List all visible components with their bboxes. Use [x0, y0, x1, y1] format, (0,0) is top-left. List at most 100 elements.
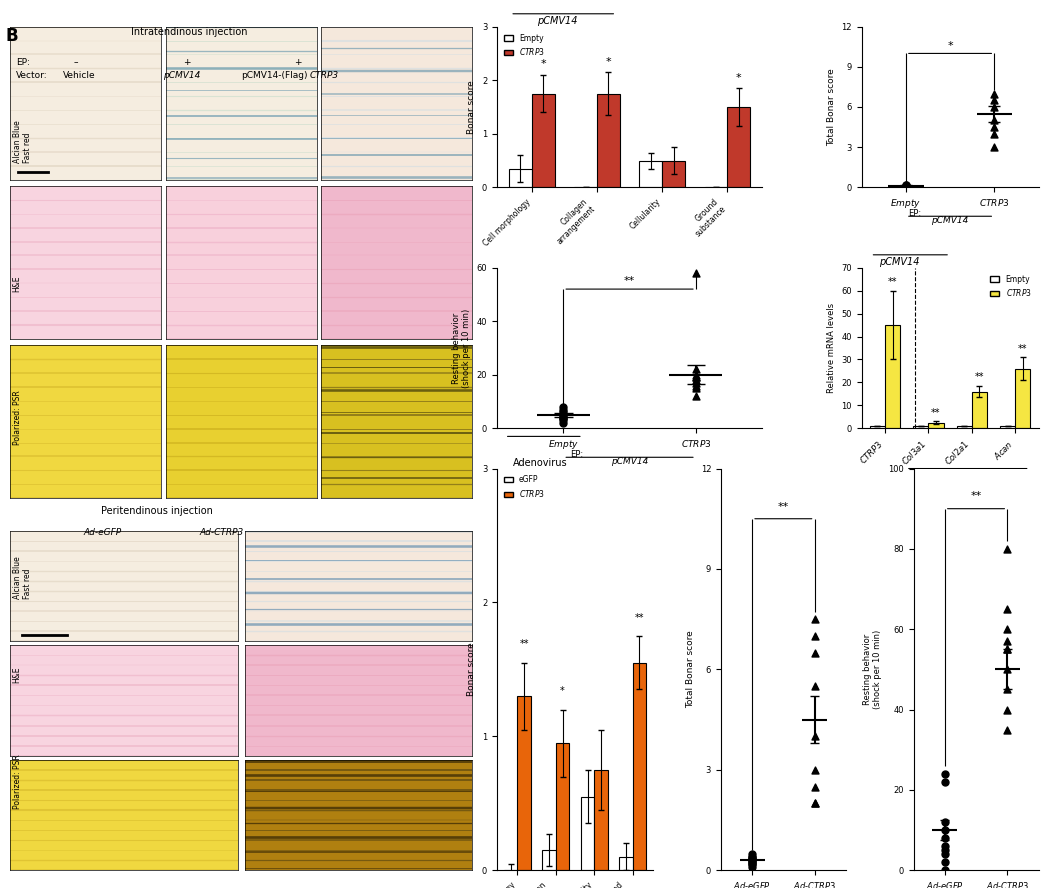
- Point: [999, 702, 1015, 717]
- Point: [807, 763, 823, 777]
- Point: [807, 646, 823, 660]
- Point: [999, 662, 1015, 677]
- Point: [999, 642, 1015, 656]
- Point: [687, 378, 704, 392]
- Text: +: +: [184, 58, 191, 67]
- Point: [744, 855, 761, 869]
- Text: *: *: [605, 57, 612, 67]
- Y-axis label: Relative mRNA levels: Relative mRNA levels: [827, 303, 836, 393]
- Text: CTRP3: CTRP3: [309, 71, 339, 80]
- Point: [937, 774, 954, 789]
- Text: Ad-CTRP3: Ad-CTRP3: [199, 528, 243, 537]
- Bar: [639, 161, 662, 187]
- Text: Intratendinous injection: Intratendinous injection: [130, 27, 248, 36]
- Point: [555, 410, 572, 424]
- Point: [999, 634, 1015, 648]
- Point: [807, 679, 823, 694]
- Bar: [662, 161, 685, 187]
- Point: [999, 723, 1015, 737]
- Bar: [885, 325, 900, 428]
- Point: [937, 863, 954, 877]
- Point: [999, 682, 1015, 696]
- Bar: [542, 850, 556, 870]
- Point: [744, 850, 761, 864]
- Text: *: *: [560, 686, 565, 696]
- Point: [986, 114, 1003, 128]
- Point: [687, 376, 704, 390]
- Point: [555, 405, 572, 419]
- Point: [999, 622, 1015, 637]
- Point: [898, 179, 915, 194]
- Text: –: –: [73, 58, 78, 67]
- Point: [999, 602, 1015, 616]
- Point: [898, 178, 915, 193]
- Point: [555, 410, 572, 424]
- Text: Ad-eGFP: Ad-eGFP: [84, 528, 122, 537]
- Point: [937, 815, 954, 829]
- Bar: [870, 426, 885, 428]
- Point: [744, 850, 761, 864]
- Text: H&E: H&E: [13, 276, 22, 292]
- Text: pCMV14: pCMV14: [163, 71, 200, 80]
- Bar: [913, 426, 928, 428]
- Text: pCMV14: pCMV14: [537, 16, 577, 26]
- Text: *: *: [736, 73, 742, 83]
- Text: *: *: [947, 41, 952, 51]
- Point: [999, 642, 1015, 656]
- Text: pCMV14: pCMV14: [879, 257, 920, 267]
- Text: **: **: [777, 502, 789, 512]
- Text: H&E: H&E: [13, 667, 22, 683]
- Text: EP:: EP:: [908, 210, 921, 218]
- Text: **: **: [1019, 344, 1028, 353]
- Text: +: +: [294, 58, 301, 67]
- Point: [898, 180, 915, 194]
- Legend: Empty, $\it{CTRP3}$: Empty, $\it{CTRP3}$: [500, 30, 549, 60]
- Text: pCMV14-(Flag): pCMV14-(Flag): [241, 71, 307, 80]
- Text: pCMV14: pCMV14: [611, 456, 648, 465]
- Text: pCMV14: pCMV14: [932, 216, 969, 225]
- Bar: [532, 93, 555, 187]
- Text: Polarized: PSR: Polarized: PSR: [13, 390, 22, 445]
- Point: [687, 373, 704, 387]
- Point: [687, 370, 704, 385]
- Point: [687, 266, 704, 280]
- Text: **: **: [635, 613, 644, 622]
- Point: [937, 843, 954, 857]
- Text: Vehicle: Vehicle: [63, 71, 95, 80]
- Y-axis label: Total Bonar score: Total Bonar score: [827, 68, 836, 146]
- Text: Polarized: PSR: Polarized: PSR: [13, 754, 22, 809]
- Text: Alcian Blue
Fast red: Alcian Blue Fast red: [13, 121, 31, 163]
- Y-axis label: Resting behavior
(shock per 10 min): Resting behavior (shock per 10 min): [452, 308, 471, 388]
- Bar: [594, 770, 607, 870]
- Point: [807, 797, 823, 811]
- Point: [986, 93, 1003, 107]
- Y-axis label: Bonar score: Bonar score: [467, 643, 476, 696]
- Y-axis label: Bonar score: Bonar score: [467, 80, 476, 134]
- Point: [744, 852, 761, 866]
- Point: [986, 120, 1003, 134]
- Point: [555, 402, 572, 416]
- Text: **: **: [975, 372, 984, 383]
- Point: [555, 408, 572, 422]
- Point: [744, 853, 761, 868]
- Text: EP:: EP:: [570, 450, 583, 459]
- Point: [807, 797, 823, 811]
- Point: [986, 140, 1003, 155]
- Legend: Empty, $\it{CTRP3}$: Empty, $\it{CTRP3}$: [987, 272, 1034, 301]
- Bar: [581, 797, 594, 870]
- Bar: [971, 392, 987, 428]
- Text: Peritendinous injection: Peritendinous injection: [102, 506, 213, 516]
- Text: **: **: [887, 277, 897, 287]
- Point: [937, 855, 954, 869]
- Text: **: **: [932, 408, 941, 418]
- Bar: [1015, 369, 1030, 428]
- Point: [555, 413, 572, 427]
- Text: Vector:: Vector:: [16, 71, 47, 80]
- Point: [898, 178, 915, 192]
- Bar: [517, 696, 531, 870]
- Point: [744, 856, 761, 870]
- Point: [744, 860, 761, 874]
- Y-axis label: Resting behavior
(shock per 10 min): Resting behavior (shock per 10 min): [863, 630, 882, 709]
- Point: [937, 839, 954, 853]
- Point: [986, 86, 1003, 100]
